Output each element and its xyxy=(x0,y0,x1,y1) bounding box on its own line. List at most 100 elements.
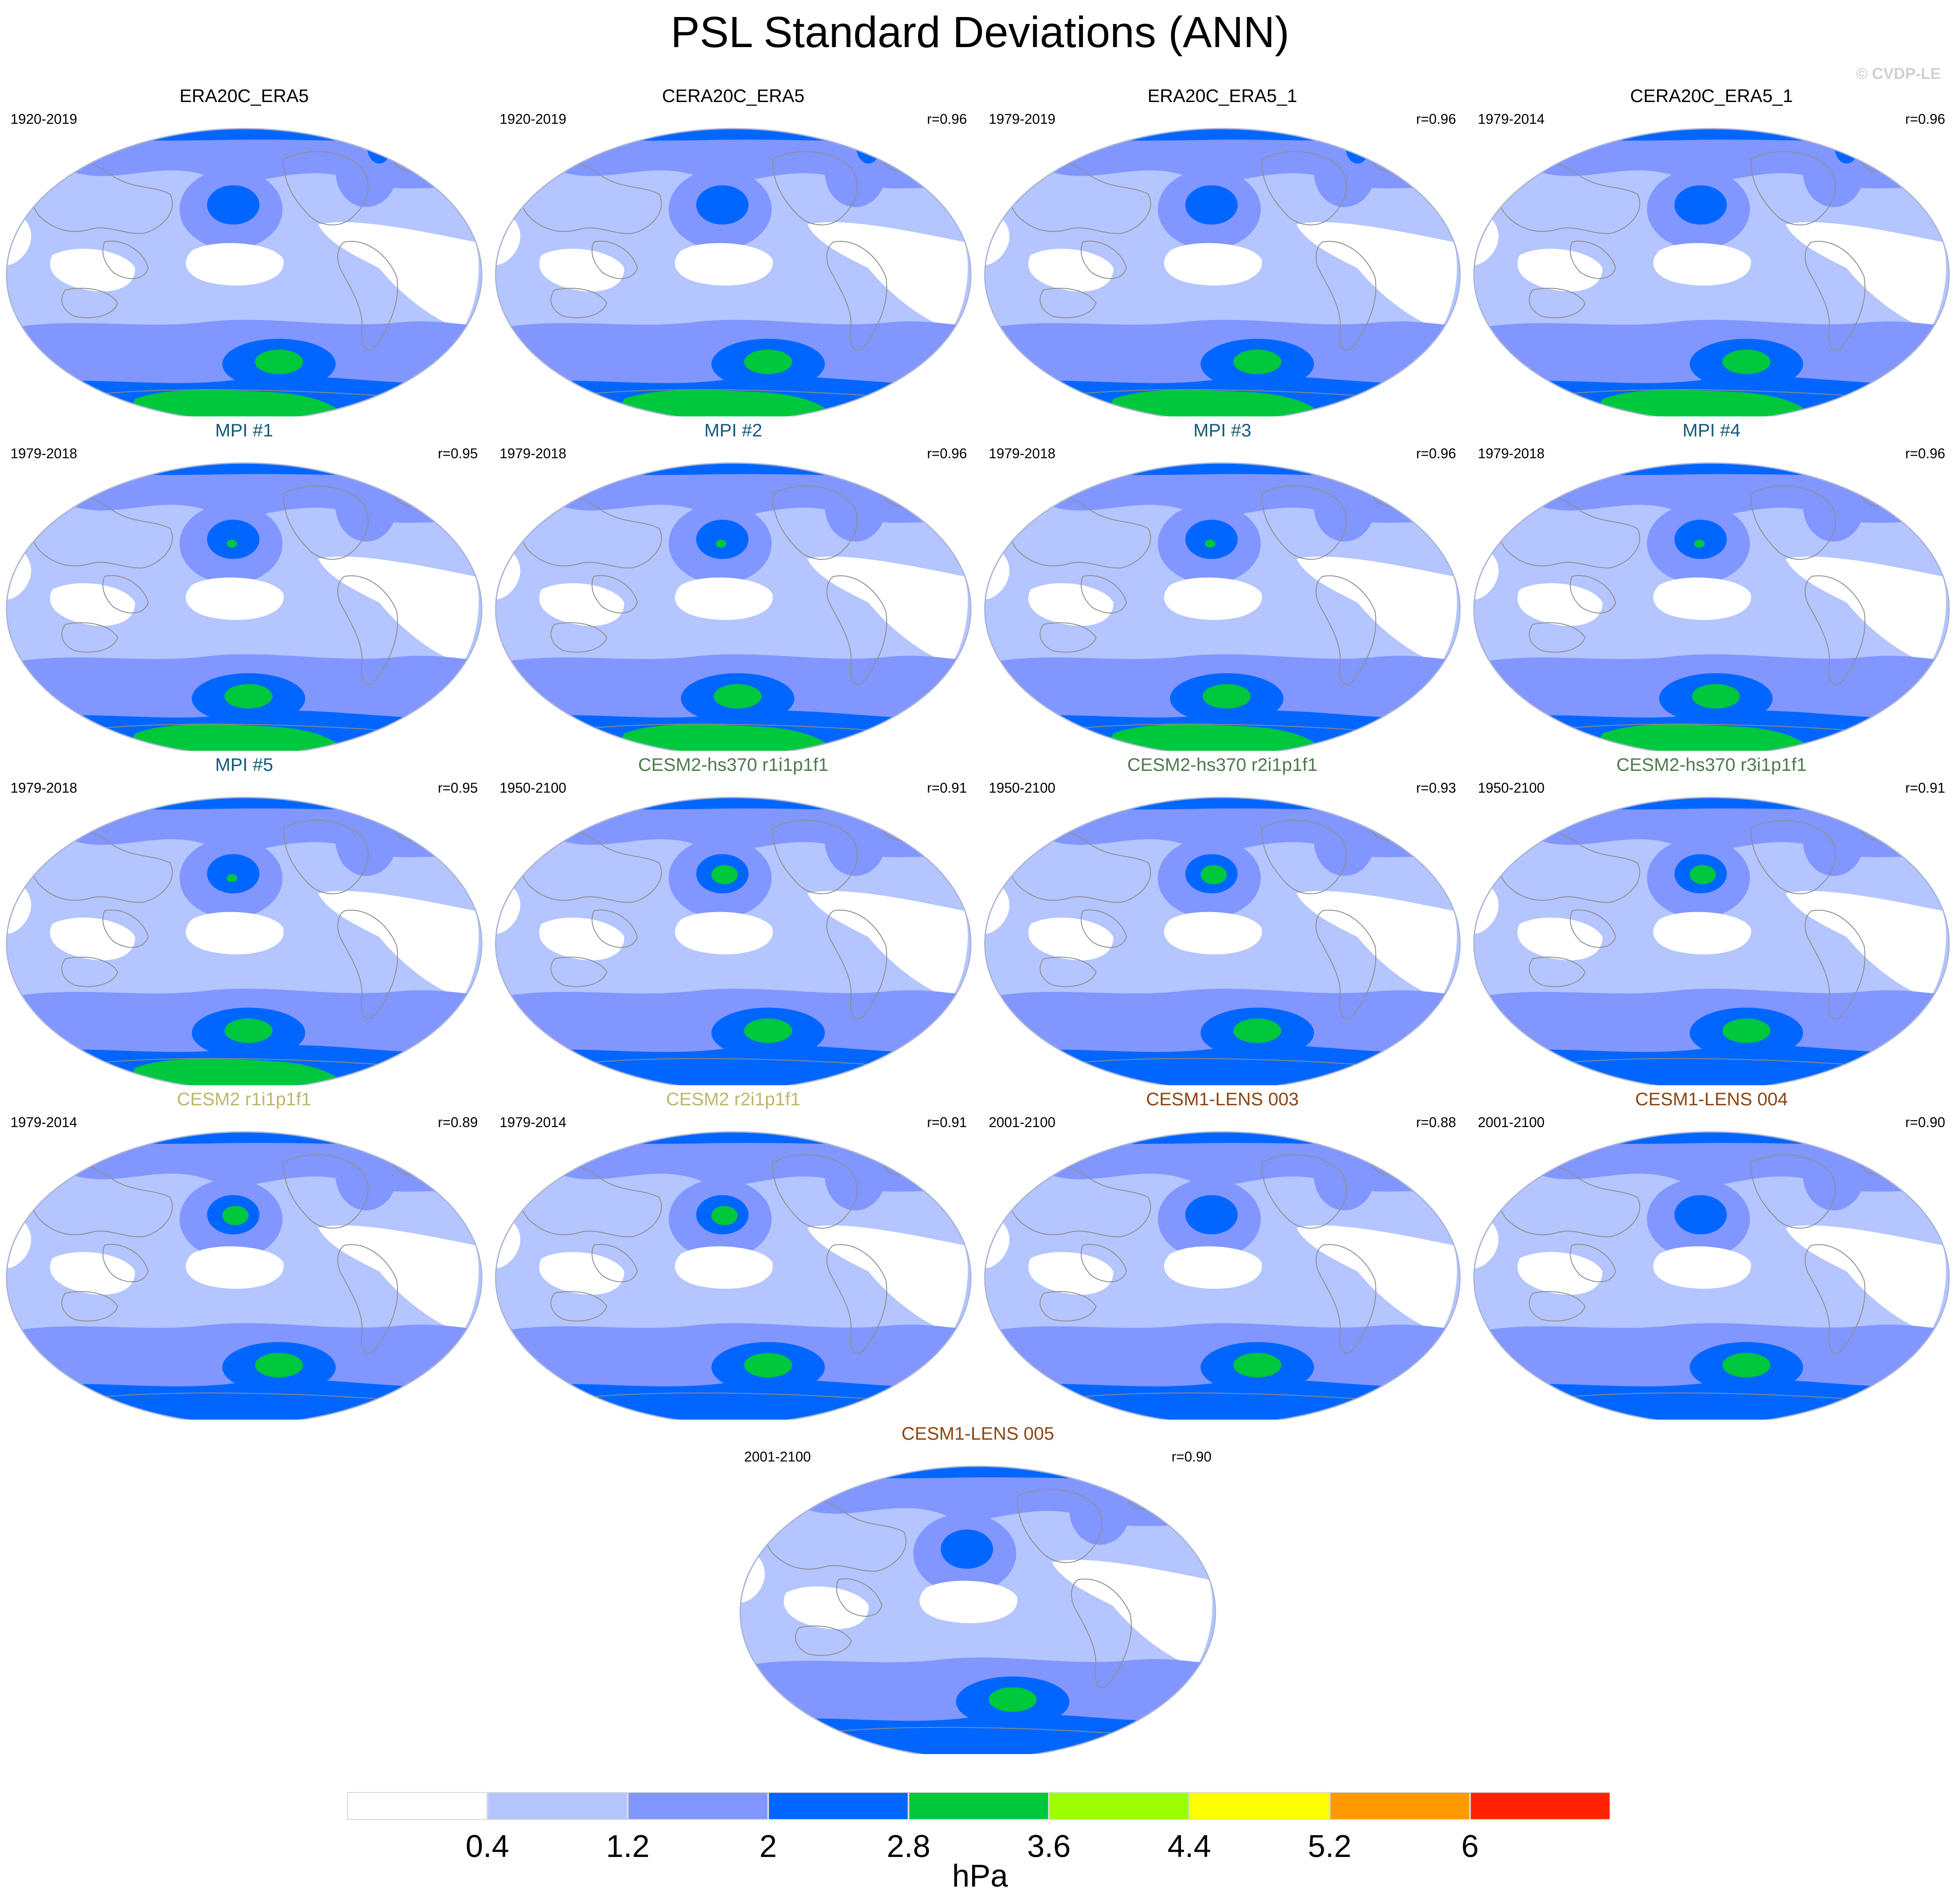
panel-title: ERA20C_ERA5 xyxy=(179,85,309,106)
map-field xyxy=(1474,1132,1949,1420)
coastline-1 xyxy=(1570,910,1616,948)
tropic-pacific xyxy=(1653,1246,1751,1289)
coastline-3 xyxy=(1750,151,1836,225)
map xyxy=(1473,797,1950,1085)
coastline-0 xyxy=(27,157,173,234)
coastline-2 xyxy=(61,288,119,318)
colorbar-box xyxy=(628,1792,768,1820)
map-field xyxy=(1474,129,1949,416)
panel-period: 1950-2100 xyxy=(989,780,1056,796)
aleutian-core xyxy=(1674,185,1727,225)
map-field xyxy=(985,129,1460,416)
coastline-0 xyxy=(516,825,662,903)
tropic-americas xyxy=(1296,1225,1457,1332)
panel-correlation: r=0.96 xyxy=(1416,446,1456,461)
aleutian-core xyxy=(696,520,749,559)
panel-period: 1979-2018 xyxy=(1478,446,1545,461)
map-field xyxy=(7,129,482,416)
panel-correlation: r=0.91 xyxy=(927,1114,967,1130)
amundsen-peak xyxy=(1233,1353,1281,1377)
globe-outline xyxy=(495,462,972,751)
aleutian-core xyxy=(1185,1195,1238,1234)
map xyxy=(495,128,972,416)
tropic-indian xyxy=(50,583,136,626)
aleutian-core xyxy=(207,520,259,559)
colorbar-tick-label: 0.4 xyxy=(465,1829,510,1864)
tropic-indian xyxy=(1028,249,1113,292)
globe-outline xyxy=(495,797,972,1085)
coastline-1 xyxy=(592,1244,638,1282)
tropic-pacific xyxy=(186,1246,284,1289)
tropic-americas xyxy=(318,891,479,998)
coastline-0 xyxy=(760,1494,907,1572)
tropic-americas xyxy=(318,1225,479,1332)
coastline-6 xyxy=(580,389,886,397)
coastline-4 xyxy=(1804,1244,1865,1354)
coastline-0 xyxy=(1494,1160,1640,1237)
coastline-6 xyxy=(91,1058,397,1066)
coastline-3 xyxy=(282,151,369,225)
tropic-pacific xyxy=(1164,577,1262,620)
globe-outline xyxy=(495,1131,972,1420)
coastline-4 xyxy=(337,575,398,685)
amundsen-peak xyxy=(1692,684,1740,709)
map xyxy=(984,128,1461,416)
coastline-2 xyxy=(550,288,608,318)
amundsen-peak xyxy=(255,350,303,374)
panel-correlation: r=0.91 xyxy=(1905,780,1945,796)
panel-title: CESM2-hs370 r1i1p1f1 xyxy=(638,754,829,775)
coastline-1 xyxy=(1081,1244,1127,1282)
coastline-6 xyxy=(580,723,886,732)
coastline-0 xyxy=(27,825,173,903)
coastline-6 xyxy=(1069,389,1375,397)
coastline-2 xyxy=(1528,1291,1586,1322)
coastline-2 xyxy=(61,957,119,987)
panel-correlation: r=0.96 xyxy=(1416,111,1456,127)
panel-title: ERA20C_ERA5_1 xyxy=(1147,85,1297,106)
coastline-1 xyxy=(102,241,149,279)
tropic-indian xyxy=(1517,583,1603,626)
map xyxy=(739,1465,1216,1754)
coastline-4 xyxy=(1804,910,1865,1019)
globe-outline xyxy=(984,462,1461,751)
amundsen-peak xyxy=(1203,684,1251,709)
main-title: PSL Standard Deviations (ANN) xyxy=(670,8,1290,57)
coastline-1 xyxy=(836,1578,883,1617)
aleutian-core xyxy=(207,854,259,893)
coastline-3 xyxy=(1261,485,1347,560)
coastline-1 xyxy=(1081,241,1127,279)
aleutian-peak xyxy=(222,1206,248,1225)
coastlines xyxy=(1005,804,1406,1066)
tropic-americas xyxy=(1786,1225,1946,1332)
map xyxy=(6,128,483,416)
coastline-4 xyxy=(826,1244,887,1354)
tropic-pacific xyxy=(1164,1246,1262,1289)
coastline-3 xyxy=(1750,485,1836,560)
panel-correlation: r=0.88 xyxy=(1416,1114,1456,1130)
coastline-1 xyxy=(1570,241,1616,279)
panel-correlation: r=0.91 xyxy=(927,780,967,796)
map-field xyxy=(496,1132,971,1420)
coastline-3 xyxy=(772,485,858,560)
antarctic-peak xyxy=(616,390,834,416)
amundsen-peak xyxy=(744,350,792,374)
panel-title: CESM2-hs370 r2i1p1f1 xyxy=(1127,754,1318,775)
tropic-pacific xyxy=(1653,577,1751,620)
coastline-6 xyxy=(1069,1058,1375,1066)
tropic-pacific xyxy=(186,577,284,620)
antarctic-peak xyxy=(1105,724,1323,751)
coastline-0 xyxy=(516,1160,662,1237)
panel-period: 1950-2100 xyxy=(500,780,567,796)
panel-title: CESM1-LENS 003 xyxy=(1146,1089,1299,1109)
map-panel: CESM2-hs370 r3i1p1f1 1950-2100 r=0.91 xyxy=(1472,754,1951,1085)
amundsen-peak xyxy=(225,1019,272,1043)
coastline-1 xyxy=(102,910,149,948)
coastline-4 xyxy=(1804,575,1865,685)
map-field xyxy=(985,463,1460,751)
coastline-0 xyxy=(1494,825,1640,903)
aleutian-peak xyxy=(716,540,726,548)
panel-period: 1979-2018 xyxy=(10,446,78,461)
coastline-6 xyxy=(580,1392,886,1400)
coastline-4 xyxy=(1315,575,1376,685)
coastline-2 xyxy=(61,622,119,653)
